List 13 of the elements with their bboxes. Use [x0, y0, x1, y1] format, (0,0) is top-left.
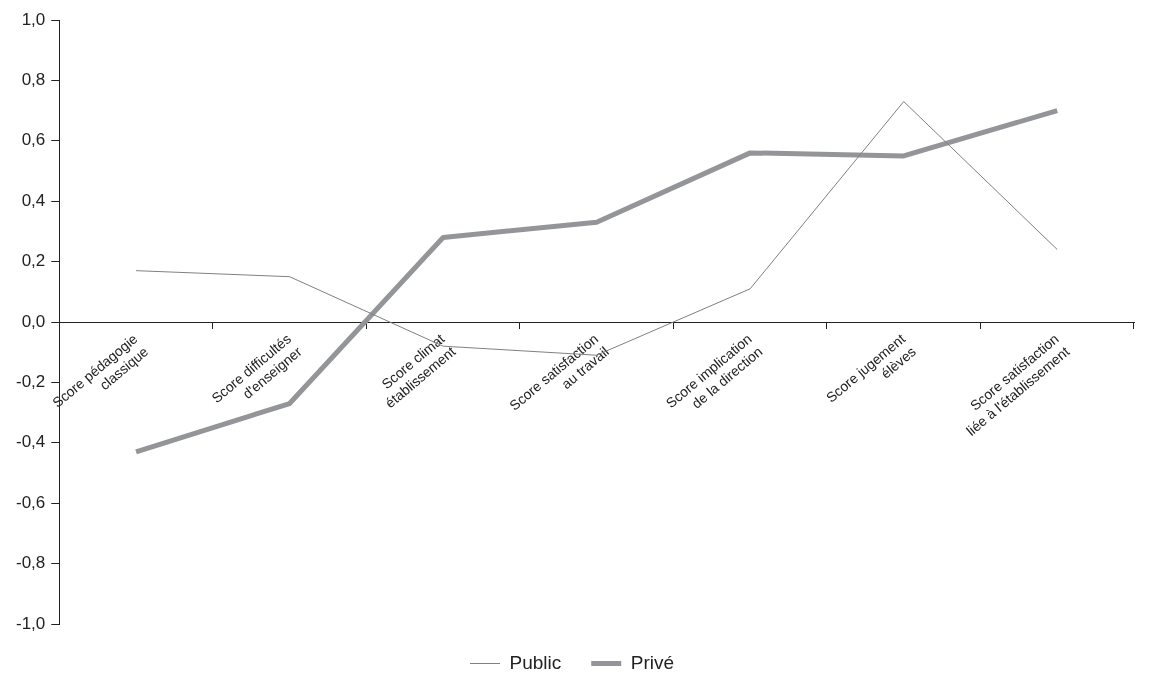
- legend-label: Public: [509, 651, 562, 673]
- y-tick-label: 0,6: [21, 130, 46, 150]
- y-tick-label: -0,4: [16, 432, 46, 452]
- y-tick-label: -1,0: [16, 613, 46, 633]
- y-tick-label: -0,8: [16, 553, 46, 573]
- y-tick-label: 1,0: [21, 9, 46, 29]
- y-tick-label: 0,4: [21, 190, 46, 210]
- y-tick-label: 0,2: [21, 251, 46, 271]
- legend-label: Privé: [630, 651, 675, 673]
- y-tick-label: 0,8: [21, 70, 46, 90]
- y-tick-label: -0,2: [16, 372, 46, 392]
- y-tick-label: -0,6: [16, 492, 46, 512]
- y-tick-label: 0,0: [21, 311, 46, 331]
